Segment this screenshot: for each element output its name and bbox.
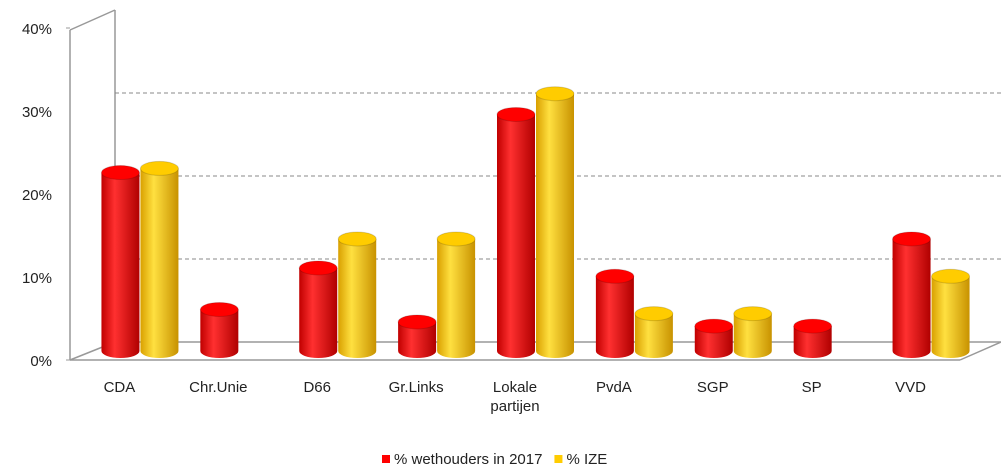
bar xyxy=(398,321,437,359)
bar xyxy=(931,276,970,359)
bar xyxy=(733,313,772,359)
bar xyxy=(892,238,931,359)
bar-cap xyxy=(535,86,575,102)
legend-label: % wethouders in 2017 xyxy=(394,451,542,468)
bar xyxy=(634,313,673,359)
x-tick-label: Gr.Links xyxy=(388,379,444,396)
bar xyxy=(200,309,239,359)
bar-cap xyxy=(634,306,674,322)
x-tick-label: CDA xyxy=(103,379,136,396)
y-tick-label: 20% xyxy=(22,187,52,204)
bar xyxy=(536,93,574,358)
bar xyxy=(437,238,476,359)
bar xyxy=(299,268,338,359)
x-tick-label: D66 xyxy=(303,379,331,396)
bar xyxy=(338,238,377,359)
y-tick-label: 30% xyxy=(22,104,52,121)
bar-cap xyxy=(199,302,239,317)
y-tick-label: 0% xyxy=(30,353,52,370)
bar-cap xyxy=(595,268,635,284)
bar-cap xyxy=(337,231,377,247)
x-tick-label: PvdA xyxy=(595,379,632,396)
bar-cap xyxy=(436,231,476,247)
bar xyxy=(140,168,179,359)
bar xyxy=(595,276,634,359)
bar xyxy=(497,114,535,358)
x-tick-label: SGP xyxy=(696,379,729,396)
legend-swatch xyxy=(554,455,563,463)
legend-swatch xyxy=(382,455,390,463)
bar xyxy=(101,172,140,359)
bar xyxy=(694,326,733,359)
bar-cap xyxy=(100,165,140,181)
bar-cap xyxy=(298,260,338,276)
bar xyxy=(793,326,832,359)
bar-cap xyxy=(931,268,971,284)
bar-cap xyxy=(892,231,932,247)
y-tick-label: 10% xyxy=(22,270,52,287)
y-tick-label: 40% xyxy=(22,21,52,38)
bar-cap xyxy=(397,314,437,330)
x-tick-label: Lokale partijen xyxy=(490,379,540,415)
legend-label: % IZE xyxy=(566,451,607,468)
bar-cap xyxy=(496,106,536,122)
x-tick-label: Chr.Unie xyxy=(189,379,248,396)
x-tick-label: VVD xyxy=(895,379,926,396)
x-tick-label: SP xyxy=(801,379,822,396)
bar-cap xyxy=(733,306,773,322)
bar-cap xyxy=(694,318,734,334)
bar-cap xyxy=(793,318,833,334)
bar-cap xyxy=(139,160,179,176)
